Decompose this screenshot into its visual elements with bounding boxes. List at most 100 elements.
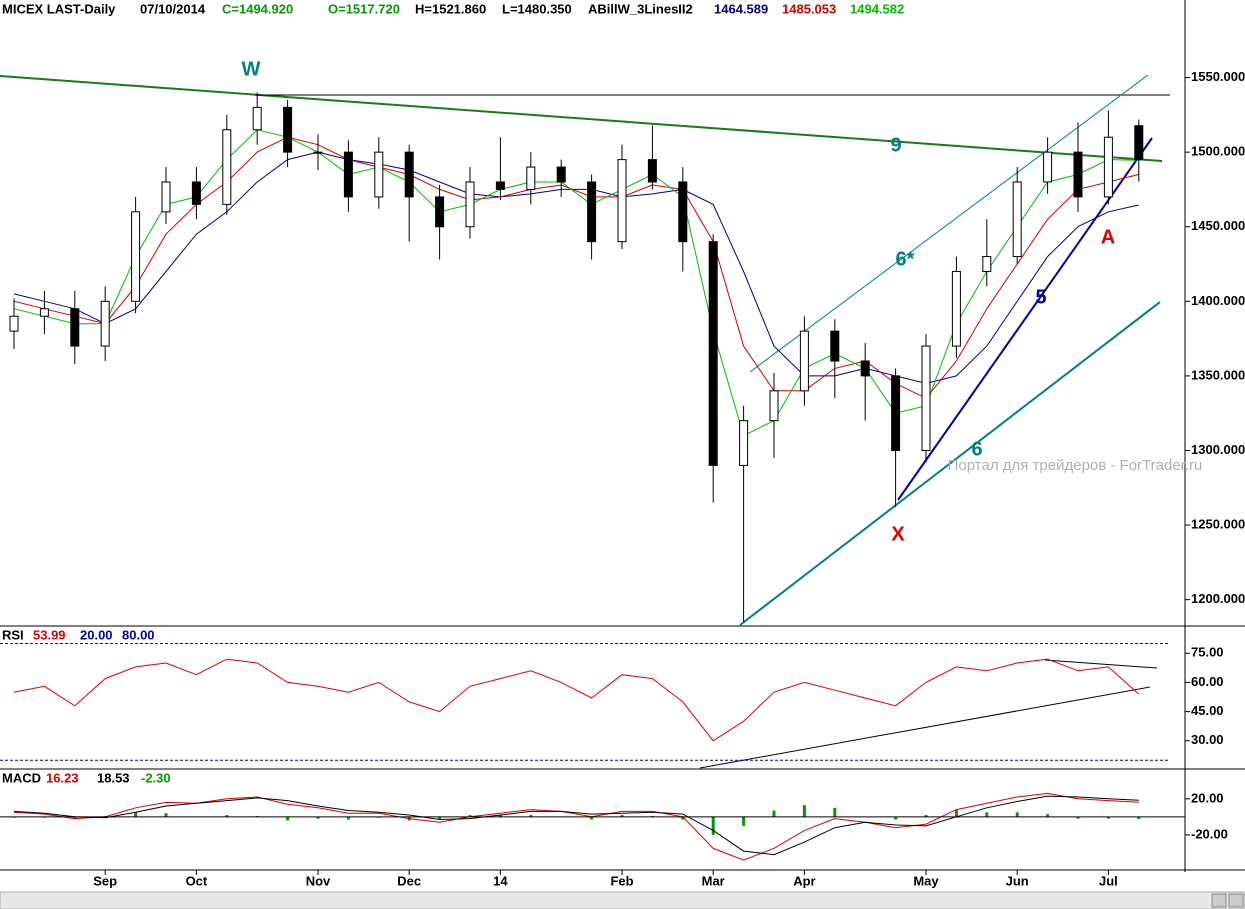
marks	[9, 92, 1144, 861]
candle-body	[830, 330, 840, 362]
candle-body	[708, 241, 718, 466]
y-tick-label: 60.00	[1191, 674, 1224, 689]
y-tick-label: 1350.000	[1191, 367, 1245, 382]
scroll-button[interactable]	[1211, 893, 1227, 908]
panel-title: RSI	[2, 627, 24, 642]
series-line	[13, 658, 1140, 742]
x-tick-label: 14	[493, 873, 508, 888]
candle-body	[222, 129, 232, 205]
chart-title: MICEX LAST-Daily	[2, 1, 116, 16]
candle-body	[982, 256, 992, 272]
y-tick-label: 1250.000	[1191, 516, 1245, 531]
candle-body	[252, 106, 262, 131]
candle-body	[9, 315, 19, 332]
trend-line	[1044, 659, 1158, 669]
date: 07/10/2014	[140, 1, 206, 16]
legend-value: 1485.053	[782, 1, 836, 16]
legend-value: 1494.582	[850, 1, 904, 16]
candle-body	[131, 211, 141, 302]
series-line	[13, 129, 1139, 437]
trend-line	[699, 686, 1151, 769]
candle-body	[1012, 181, 1022, 258]
x-tick-label: Oct	[186, 873, 208, 888]
scrollbar[interactable]	[0, 891, 1245, 909]
legend-value: -2.30	[141, 770, 171, 785]
candle-body	[374, 151, 384, 198]
x-tick-label: May	[913, 873, 939, 888]
candle-body	[191, 181, 201, 205]
candle-body	[526, 166, 536, 190]
candle-body	[343, 151, 353, 198]
candle-body	[70, 308, 80, 347]
legend-value: 16.23	[46, 770, 79, 785]
legend-value: C=1494.920	[222, 1, 293, 16]
candle-body	[556, 166, 566, 183]
candle-body	[587, 181, 597, 243]
annotation: 9	[890, 134, 901, 156]
panel-title: MACD	[2, 770, 41, 785]
x-tick-label: Nov	[306, 873, 331, 888]
y-tick-label: 45.00	[1191, 703, 1224, 718]
legend-value: O=1517.720	[328, 1, 400, 16]
candle-body	[739, 420, 749, 466]
series-line	[13, 136, 1139, 399]
indicator-name: ABillW_3LinesII2	[588, 1, 693, 16]
candle-body	[1134, 125, 1144, 161]
x-tick-label: Jun	[1006, 873, 1029, 888]
candle-body	[313, 151, 323, 154]
trend-lines	[0, 74, 1170, 769]
series-line	[13, 151, 1139, 384]
legend-value: 18.53	[97, 770, 130, 785]
legend-value: 1464.589	[714, 1, 768, 16]
legend-value: 53.99	[33, 627, 66, 642]
x-tick-label: Sep	[93, 873, 117, 888]
candle-body	[404, 151, 414, 198]
legend-value: 80.00	[122, 627, 155, 642]
candle-body	[100, 300, 110, 347]
y-tick-label: 1550.000	[1191, 69, 1245, 84]
candle-body	[1073, 151, 1083, 198]
y-tick-label: 75.00	[1191, 645, 1224, 660]
annotation: X	[891, 523, 905, 545]
candle-body	[678, 181, 688, 243]
annotation: 6	[971, 438, 982, 460]
y-tick-label: 1500.000	[1191, 144, 1245, 159]
candle-body	[921, 345, 931, 451]
annotation: 6*	[896, 248, 915, 270]
legend-value: 20.00	[80, 627, 113, 642]
trend-line	[0, 75, 1163, 162]
x-tick-label: Apr	[793, 873, 815, 888]
trend-line	[739, 301, 1161, 626]
scroll-button[interactable]	[1228, 893, 1244, 908]
y-tick-label: -20.00	[1191, 826, 1228, 841]
watermark: Портал для трейдеров - ForTrader.ru	[948, 457, 1203, 474]
series-line	[13, 795, 1139, 856]
candle-body	[1103, 136, 1113, 198]
candle-body	[465, 181, 475, 228]
y-tick-label: 1200.000	[1191, 591, 1245, 606]
y-tick-label: 1300.000	[1191, 442, 1245, 457]
candle-body	[435, 196, 445, 228]
trend-line	[749, 74, 1149, 373]
candle-body	[617, 159, 627, 243]
y-tick-label: 30.00	[1191, 732, 1224, 747]
candle-body	[1043, 151, 1053, 183]
candle-body	[161, 181, 171, 213]
candle-body	[891, 375, 901, 451]
annotation: 5	[1035, 286, 1046, 308]
candle-body	[647, 159, 657, 183]
candle-body	[495, 181, 505, 190]
legend-value: H=1521.860	[415, 1, 486, 16]
candle-body	[283, 106, 293, 153]
candle-body	[769, 390, 779, 422]
x-tick-label: Dec	[397, 873, 421, 888]
y-tick-label: 1400.000	[1191, 293, 1245, 308]
annotation: A	[1101, 226, 1115, 248]
y-tick-label: 20.00	[1191, 790, 1224, 805]
y-tick-label: 1450.000	[1191, 218, 1245, 233]
x-tick-label: Mar	[702, 873, 725, 888]
candle-body	[951, 270, 961, 347]
x-tick-label: Jul	[1099, 873, 1118, 888]
